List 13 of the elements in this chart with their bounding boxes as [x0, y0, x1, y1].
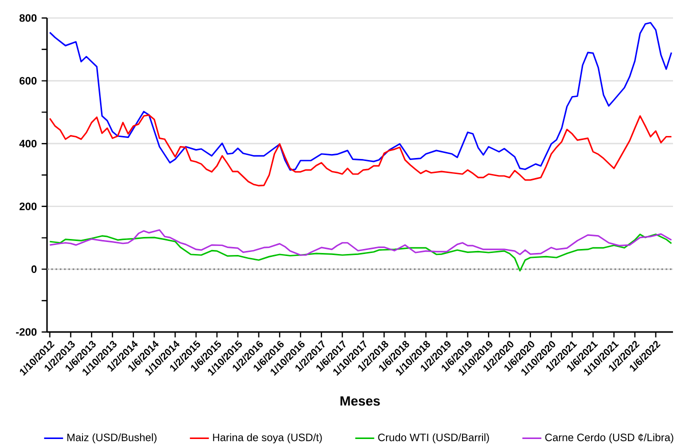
legend-label: Crudo WTI (USD/Barril)	[378, 433, 489, 444]
legend-label: Maiz (USD/Bushel)	[67, 433, 156, 444]
legend-label: Carne Cerdo (USD ¢/Libra)	[545, 433, 674, 444]
y-tick-label: 400	[19, 140, 37, 148]
x-axis-title: Meses	[340, 396, 380, 406]
y-tick-label: 0	[31, 265, 37, 273]
y-tick-label: 800	[20, 14, 37, 22]
y-tick-label: 600	[20, 77, 37, 85]
y-tick-label: -200	[16, 328, 37, 336]
line-series	[49, 114, 672, 186]
line-series	[49, 234, 672, 272]
legend-label: Harina de soya (USD/t)	[213, 433, 322, 444]
y-tick-label: 200	[20, 202, 37, 210]
